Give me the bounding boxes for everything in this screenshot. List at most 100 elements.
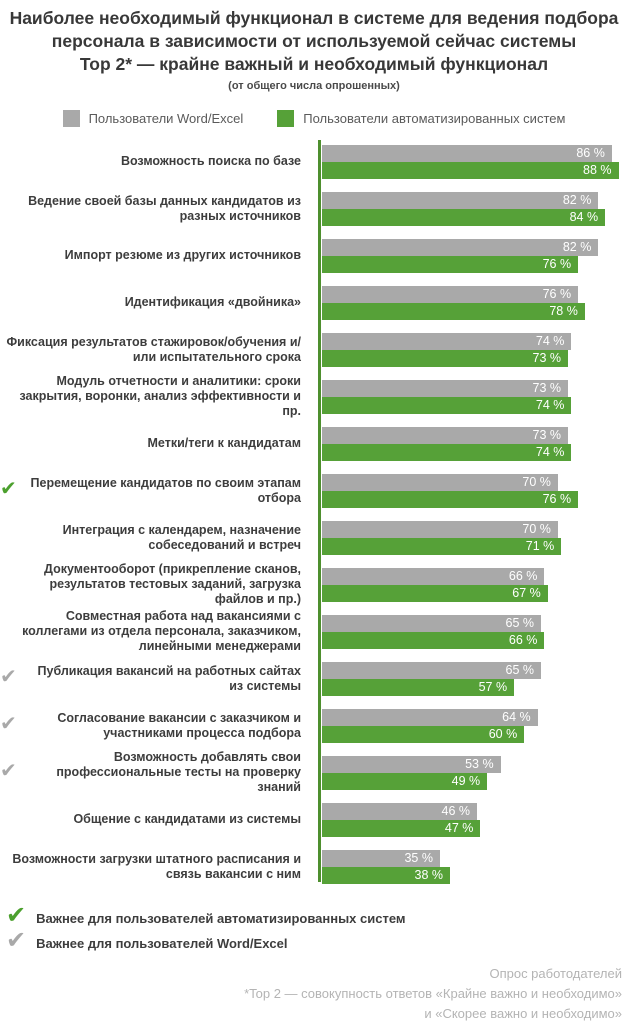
category-label: Возможность поиска по базе bbox=[120, 154, 301, 168]
bar-group: 82 % 76 % bbox=[312, 238, 628, 273]
bar-group: 70 % 71 % bbox=[312, 520, 628, 555]
bar-automated: 74 % bbox=[322, 443, 572, 461]
bar-value-automated: 49 % bbox=[451, 774, 481, 788]
chart-row: ✔ Фиксация результатов стажировок/обучен… bbox=[0, 326, 628, 373]
checkmark-icon: ✔ bbox=[0, 712, 17, 735]
bar-automated: 78 % bbox=[322, 302, 585, 320]
green-checkmark-icon: ✔ bbox=[6, 901, 27, 929]
chart-row: ✔ Общение с кандидатами из системы 46 % … bbox=[0, 796, 628, 843]
bar-value-automated: 74 % bbox=[535, 398, 565, 412]
category-label-cell: ✔ Возможности загрузки штатного расписан… bbox=[0, 852, 312, 882]
bar-word-excel: 53 % bbox=[322, 755, 501, 773]
footer-legend-label-automated: Важнее для пользователей автоматизирован… bbox=[36, 911, 406, 926]
category-label: Возможность добавлять свои профессиональ… bbox=[56, 750, 301, 794]
category-label: Метки/теги к кандидатам bbox=[147, 436, 302, 450]
chart-title-line-1: Наиболее необходимый функционал в систем… bbox=[9, 8, 619, 28]
chart-row: ✔ Согласование вакансии с заказчиком и у… bbox=[0, 702, 628, 749]
bar-group: 86 % 88 % bbox=[312, 144, 628, 179]
bar-group: 53 % 49 % bbox=[312, 755, 628, 790]
bar-automated: 38 % bbox=[322, 866, 451, 884]
footer-legend-item-word-excel: ✔ Важнее для пользователей Word/Excel bbox=[6, 926, 628, 956]
footnote-top2-definition-2: и «Скорее важно и необходимо» bbox=[424, 1006, 622, 1021]
bar-word-excel: 65 % bbox=[322, 614, 542, 632]
bar-automated: 60 % bbox=[322, 725, 525, 743]
footnote-source: Опрос работодателей bbox=[489, 966, 622, 981]
bar-word-excel: 64 % bbox=[322, 708, 538, 726]
category-label-cell: ✔ Возможность добавлять свои профессиона… bbox=[0, 750, 312, 795]
bar-value-word-excel: 82 % bbox=[562, 240, 592, 254]
chart-row: ✔ Метки/теги к кандидатам 73 % 74 % bbox=[0, 420, 628, 467]
bar-group: 65 % 66 % bbox=[312, 614, 628, 649]
category-label: Модуль отчетности и аналитики: сроки зак… bbox=[19, 374, 302, 418]
chart-row: ✔ Публикация вакансий на работных сайтах… bbox=[0, 655, 628, 702]
bar-word-excel: 70 % bbox=[322, 520, 558, 538]
bar-word-excel: 76 % bbox=[322, 285, 579, 303]
axis-line bbox=[318, 140, 321, 882]
bar-automated: 76 % bbox=[322, 255, 579, 273]
bar-value-automated: 76 % bbox=[542, 492, 572, 506]
bar-group: 73 % 74 % bbox=[312, 379, 628, 414]
bar-automated: 84 % bbox=[322, 208, 606, 226]
bar-value-automated: 60 % bbox=[488, 727, 518, 741]
bar-value-word-excel: 70 % bbox=[522, 522, 551, 536]
bar-value-automated: 38 % bbox=[414, 868, 444, 882]
bar-value-word-excel: 46 % bbox=[441, 804, 471, 818]
bar-value-word-excel: 76 % bbox=[542, 287, 572, 301]
bar-automated: 66 % bbox=[322, 631, 545, 649]
bar-automated: 67 % bbox=[322, 584, 548, 602]
title-block: Наиболее необходимый функционал в систем… bbox=[0, 7, 628, 94]
bar-value-automated: 76 % bbox=[542, 257, 572, 271]
bar-value-word-excel: 73 % bbox=[532, 381, 562, 395]
legend-label-automated: Пользователи автоматизированных систем bbox=[303, 110, 566, 126]
category-label: Совместная работа над вакансиями с колле… bbox=[22, 609, 301, 653]
bar-value-automated: 73 % bbox=[532, 351, 562, 365]
bar-word-excel: 74 % bbox=[322, 332, 572, 350]
bar-word-excel: 66 % bbox=[322, 567, 545, 585]
category-label-cell: ✔ Перемещение кандидатов по своим этапам… bbox=[0, 476, 312, 506]
bar-group: 74 % 73 % bbox=[312, 332, 628, 367]
category-label-cell: ✔ Ведение своей базы данных кандидатов и… bbox=[0, 194, 312, 224]
bar-value-automated: 78 % bbox=[549, 304, 578, 318]
category-label-cell: ✔ Возможность поиска по базе bbox=[0, 154, 312, 169]
green-swatch-icon bbox=[277, 109, 295, 127]
bar-automated: 88 % bbox=[322, 161, 619, 179]
bar-value-automated: 74 % bbox=[535, 445, 565, 459]
bar-word-excel: 82 % bbox=[322, 238, 599, 256]
category-label-cell: ✔ Импорт резюме из других источников bbox=[0, 248, 312, 263]
category-label-cell: ✔ Публикация вакансий на работных сайтах… bbox=[0, 664, 312, 694]
bar-automated: 57 % bbox=[322, 678, 515, 696]
category-label: Документооборот (прикрепление сканов, ре… bbox=[44, 562, 301, 606]
chart-rows: ✔ Возможность поиска по базе 86 % 88 % ✔… bbox=[0, 138, 628, 890]
bar-value-word-excel: 53 % bbox=[465, 757, 494, 771]
bar-group: 35 % 38 % bbox=[312, 849, 628, 884]
chart-row: ✔ Ведение своей базы данных кандидатов и… bbox=[0, 185, 628, 232]
legend-label-word-excel: Пользователи Word/Excel bbox=[88, 110, 244, 126]
bar-word-excel: 73 % bbox=[322, 426, 568, 444]
category-label-cell: ✔ Метки/теги к кандидатам bbox=[0, 436, 312, 451]
gray-checkmark-icon: ✔ bbox=[6, 926, 27, 954]
category-label: Идентификация «двойника» bbox=[124, 295, 301, 309]
bar-automated: 76 % bbox=[322, 490, 579, 508]
bar-value-automated: 47 % bbox=[444, 821, 474, 835]
category-label: Публикация вакансий на работных сайтах и… bbox=[37, 663, 301, 693]
bar-group: 82 % 84 % bbox=[312, 191, 628, 226]
chart-row: ✔ Возможность добавлять свои профессиона… bbox=[0, 749, 628, 796]
bar-word-excel: 82 % bbox=[322, 191, 599, 209]
checkmark-icon: ✔ bbox=[0, 665, 17, 688]
bar-group: 76 % 78 % bbox=[312, 285, 628, 320]
chart-row: ✔ Совместная работа над вакансиями с кол… bbox=[0, 608, 628, 655]
bar-group: 65 % 57 % bbox=[312, 661, 628, 696]
checkmark-icon: ✔ bbox=[0, 477, 17, 500]
category-label: Перемещение кандидатов по своим этапам о… bbox=[30, 475, 301, 505]
category-label-cell: ✔ Идентификация «двойника» bbox=[0, 295, 312, 310]
chart-row: ✔ Модуль отчетности и аналитики: сроки з… bbox=[0, 373, 628, 420]
bar-word-excel: 73 % bbox=[322, 379, 568, 397]
bar-automated: 49 % bbox=[322, 772, 488, 790]
category-label: Импорт резюме из других источников bbox=[64, 248, 301, 262]
bar-value-automated: 71 % bbox=[525, 539, 555, 553]
bar-value-automated: 66 % bbox=[508, 633, 538, 647]
bar-word-excel: 46 % bbox=[322, 802, 478, 820]
bar-value-automated: 67 % bbox=[512, 586, 541, 600]
category-label: Согласование вакансии с заказчиком и уча… bbox=[57, 710, 301, 740]
